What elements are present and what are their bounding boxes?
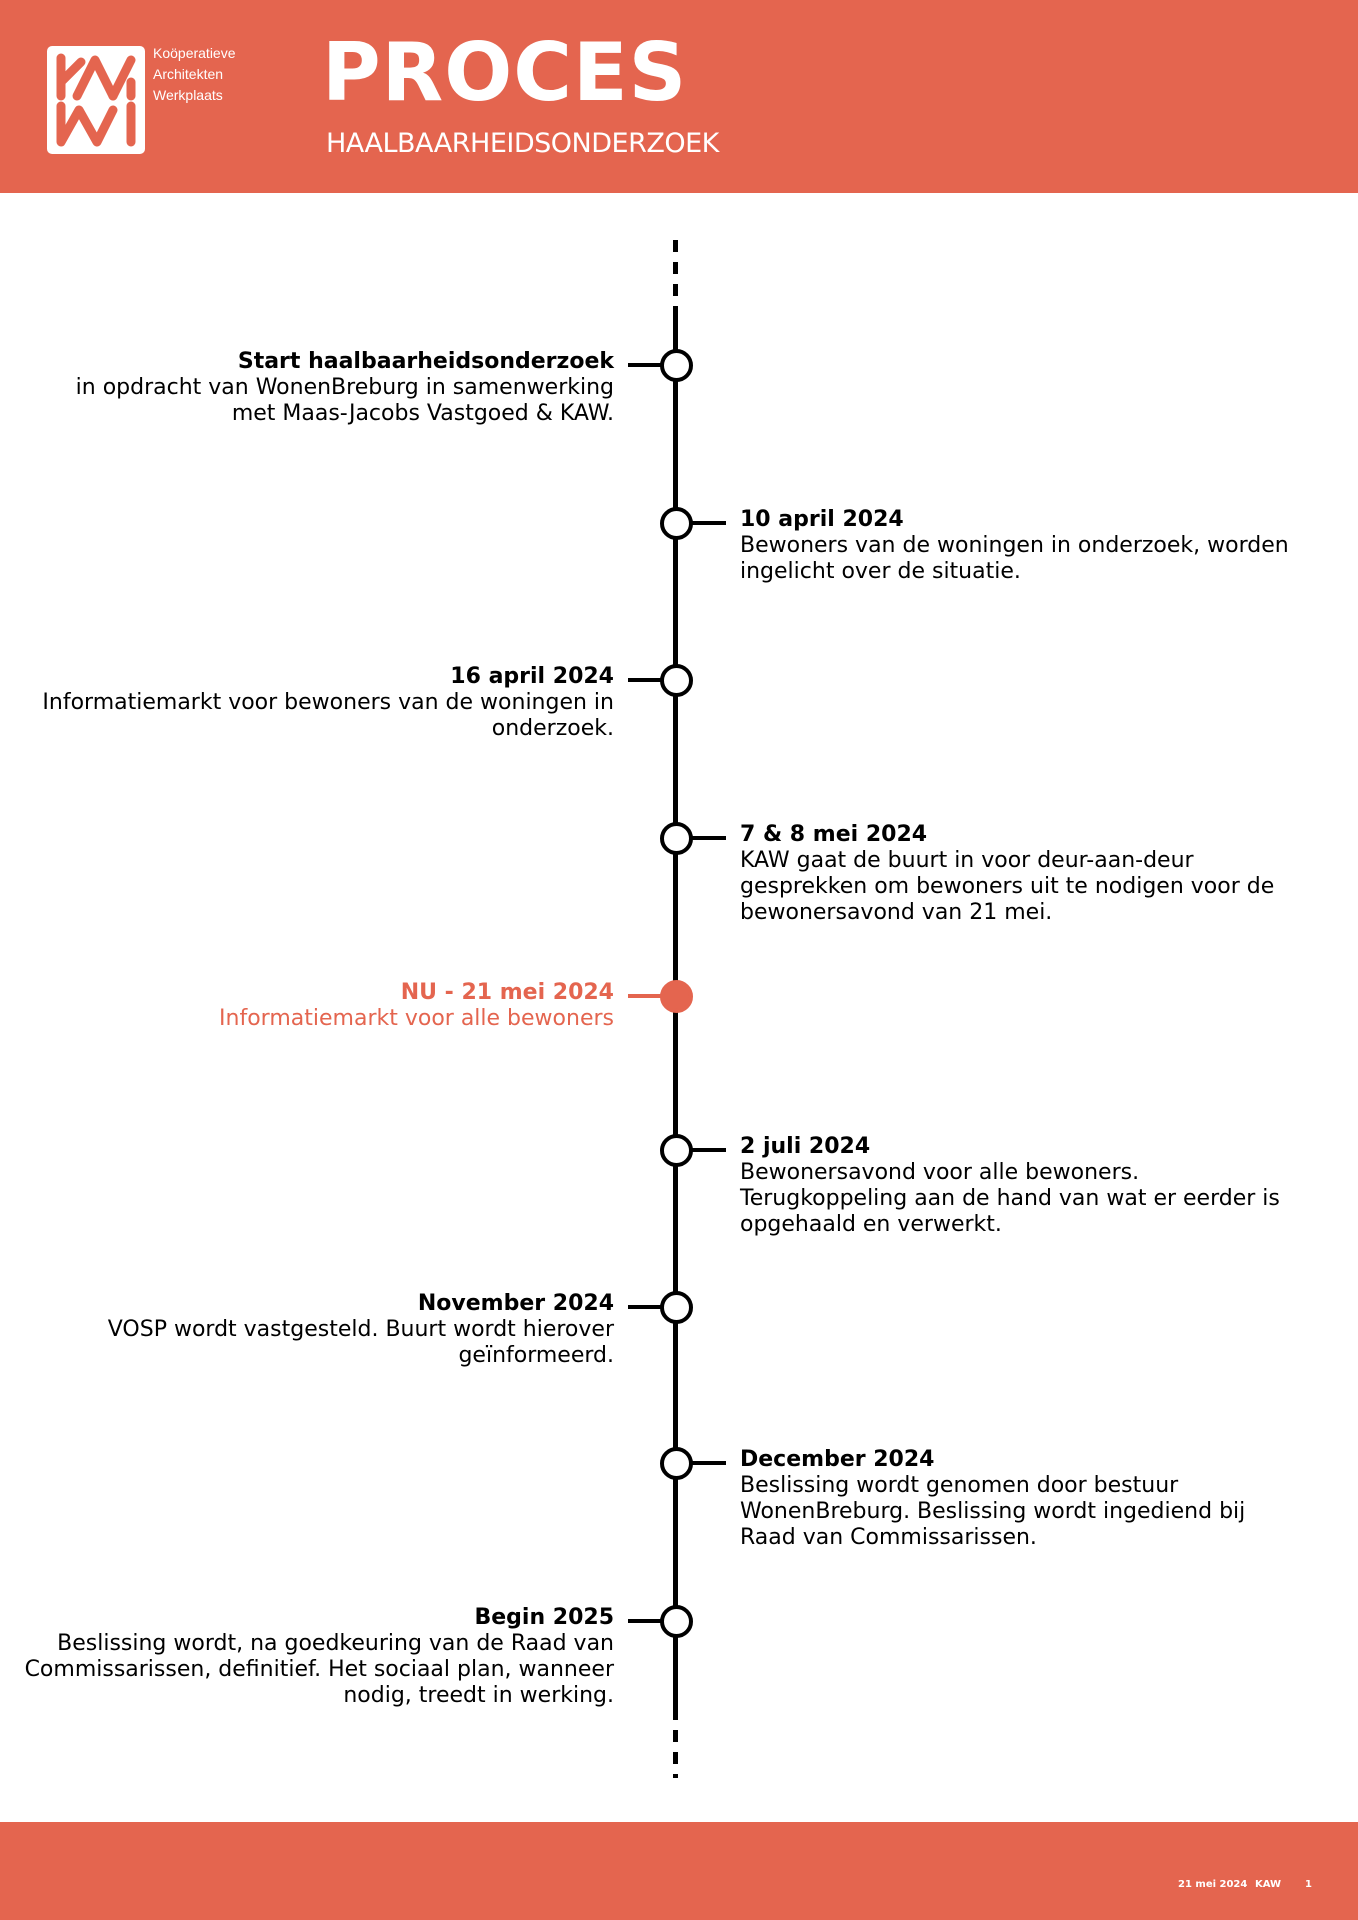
event-description-line: geïnformeerd. [458, 1343, 614, 1368]
event-description-line: Informatiemarkt voor alle bewoners [219, 1006, 614, 1031]
current-milestone-marker [660, 980, 693, 1013]
footer-page-number: 1 [1305, 1879, 1312, 1890]
page-subtitle: HAALBAARHEIDSONDERZOEK [326, 128, 719, 159]
event-description-line: ingelicht over de situatie. [740, 559, 1021, 584]
event-title: 7 & 8 mei 2024 [740, 822, 928, 847]
footer: 21 mei 2024 KAW 1 [0, 1822, 1358, 1920]
milestone-marker [660, 507, 693, 540]
event-description-line: Terugkoppeling aan de hand van wat er ee… [740, 1186, 1280, 1211]
event-description-line: Raad van Commissarissen. [740, 1525, 1037, 1550]
timeline-event: NU - 21 mei 2024 Informatiemarkt voor all… [219, 980, 614, 1032]
event-title: 2 juli 2024 [740, 1134, 871, 1159]
event-description-line: Bewoners van de woningen in onderzoek, w… [740, 533, 1289, 558]
timeline-connector [628, 363, 668, 367]
kaw-logo [47, 46, 145, 154]
event-title: 10 april 2024 [740, 507, 904, 532]
logo-text-line: Koöperatieve [153, 45, 236, 61]
milestone-marker [660, 1447, 693, 1480]
timeline-event: 10 april 2024 Bewoners van de woningen in… [740, 507, 1289, 585]
timeline-event: December 2024 Beslissing wordt genomen do… [740, 1447, 1245, 1551]
milestone-marker [660, 1605, 693, 1638]
event-title: November 2024 [417, 1291, 614, 1316]
event-description-line: met Maas-Jacobs Vastgoed & KAW. [231, 401, 614, 426]
timeline-event: Start haalbaarheidsonderzoek in opdracht … [76, 349, 614, 427]
event-description-line: Bewonersavond voor alle bewoners. [740, 1160, 1140, 1185]
page-title: PROCES [322, 26, 688, 119]
event-description-line: opgehaald en verwerkt. [740, 1212, 1002, 1237]
logo-text-line: Architekten [153, 66, 224, 82]
timeline-connector [628, 994, 668, 998]
event-description-line: VOSP wordt vastgesteld. Buurt wordt hier… [107, 1317, 614, 1342]
footer-org: KAW [1255, 1879, 1282, 1890]
timeline-dashed-start [673, 240, 678, 312]
event-description-line: Commissarissen, definitief. Het sociaal … [24, 1657, 614, 1682]
event-title: Begin 2025 [474, 1605, 614, 1630]
logo-text: Koöperatieve Architekten Werkplaats [153, 43, 236, 106]
timeline-dashed-end [673, 1708, 678, 1778]
event-title: December 2024 [740, 1447, 935, 1472]
milestone-marker [660, 1134, 693, 1167]
timeline-connector [628, 1619, 668, 1623]
timeline-connector [684, 1148, 726, 1152]
header: Koöperatieve Architekten Werkplaats PROC… [0, 0, 1358, 193]
timeline-connector [684, 1461, 726, 1465]
timeline-event: November 2024 VOSP wordt vastgesteld. Buu… [108, 1291, 614, 1369]
milestone-marker [660, 1291, 693, 1324]
milestone-marker [660, 822, 693, 855]
timeline-event: 16 april 2024 Informatiemarkt voor bewone… [42, 664, 614, 742]
event-description-line: Informatiemarkt voor bewoners van de won… [42, 690, 614, 715]
event-description-line: nodig, treedt in werking. [343, 1683, 614, 1708]
event-title: Start haalbaarheidsonderzoek [237, 349, 614, 374]
timeline-connector [684, 521, 726, 525]
event-description-line: gesprekken om bewoners uit te nodigen vo… [740, 874, 1275, 899]
timeline-connector [684, 836, 726, 840]
footer-date: 21 mei 2024 [1178, 1879, 1248, 1890]
event-title: NU - 21 mei 2024 [400, 980, 614, 1005]
milestone-marker [660, 664, 693, 697]
event-title: 16 april 2024 [450, 664, 614, 689]
milestone-marker [660, 349, 693, 382]
timeline-connector [628, 1305, 668, 1309]
event-description-line: in opdracht van WonenBreburg in samenwer… [75, 375, 614, 400]
timeline-event: 7 & 8 mei 2024 KAW gaat de buurt in voor … [740, 822, 1274, 926]
event-description-line: Beslissing wordt, na goedkeuring van de … [57, 1631, 614, 1656]
event-description-line: Beslissing wordt genomen door bestuur [740, 1473, 1179, 1498]
event-description-line: WonenBreburg. Beslissing wordt ingediend… [740, 1499, 1246, 1524]
logo-text-line: Werkplaats [153, 87, 223, 103]
timeline-connector [628, 678, 668, 682]
event-description-line: KAW gaat de buurt in voor deur-aan-deur [740, 848, 1194, 873]
event-description-line: onderzoek. [491, 716, 614, 741]
timeline-event: 2 juli 2024 Bewonersavond voor alle bewon… [740, 1134, 1280, 1238]
timeline-event: Begin 2025 Beslissing wordt, na goedkeuri… [25, 1605, 614, 1709]
event-description-line: bewonersavond van 21 mei. [740, 900, 1053, 925]
